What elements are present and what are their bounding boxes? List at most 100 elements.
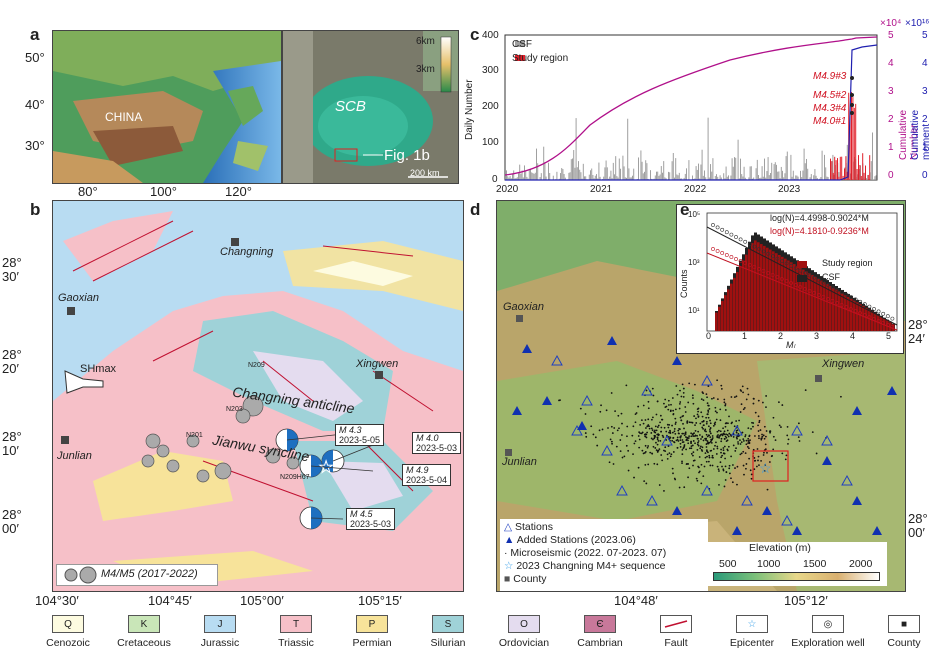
legend-item-cretaceous: K Cretaceous xyxy=(102,612,186,660)
microseismic-point xyxy=(726,434,729,436)
microseismic-point xyxy=(673,441,676,444)
microseismic-point xyxy=(747,440,750,442)
csf-bar xyxy=(821,150,823,180)
legend-swatch xyxy=(660,615,692,633)
microseismic-point xyxy=(707,404,710,407)
lat-tick-b: 28° 00′ xyxy=(2,507,22,536)
csf-bar xyxy=(873,179,875,180)
study-cum-point xyxy=(715,249,720,253)
microseismic-point xyxy=(684,411,687,413)
csf-bar xyxy=(700,164,702,180)
microseismic-point xyxy=(715,418,718,421)
microseismic-point xyxy=(692,440,695,442)
csf-bar xyxy=(650,170,651,180)
csf-bar xyxy=(749,166,751,180)
station-icon xyxy=(641,384,653,396)
microseismic-point xyxy=(709,464,712,467)
microseismic-point xyxy=(714,406,717,409)
csf-bar xyxy=(806,158,807,180)
microseismic-point xyxy=(705,446,708,448)
station-icon xyxy=(841,474,853,486)
microseismic-point xyxy=(690,432,693,435)
csf-cum-point xyxy=(775,256,780,261)
legend-label: Cambrian xyxy=(577,637,623,649)
study-bar xyxy=(869,155,871,180)
csf-cum-point xyxy=(798,268,803,273)
study-hist-bar xyxy=(850,298,853,331)
microseismic-point xyxy=(681,432,684,435)
csf-bar xyxy=(663,161,665,180)
csf-bar xyxy=(605,160,607,180)
csf-bar xyxy=(801,177,803,180)
microseismic-point xyxy=(712,424,715,427)
microseismic-point xyxy=(772,416,775,419)
panel-b-legend: M4/M5 (2017-2022) xyxy=(56,564,218,586)
lat-tick-a: 50° xyxy=(25,50,45,65)
microseismic-point xyxy=(674,421,677,424)
microseismic-point xyxy=(780,426,782,428)
microseismic-point xyxy=(663,449,665,452)
csf-bar xyxy=(623,166,625,180)
well-label: N203 xyxy=(226,406,243,413)
microseismic-point xyxy=(664,398,667,401)
microseismic-point xyxy=(695,422,698,424)
microseismic-point xyxy=(760,438,763,441)
csf-bar xyxy=(768,175,770,180)
microseismic-point xyxy=(693,432,695,435)
study-cum-point xyxy=(839,303,844,307)
microseismic-point xyxy=(650,427,653,430)
study-hist-bar xyxy=(877,315,880,331)
csf-bar xyxy=(720,177,722,180)
legend-item-county: ■ County xyxy=(862,612,945,660)
microseismic-point xyxy=(598,429,601,432)
microseismic-point xyxy=(651,416,654,419)
csf-bar xyxy=(528,170,530,180)
y-right-tick: 1 xyxy=(922,142,928,153)
microseismic-point xyxy=(748,434,751,437)
microseismic-point xyxy=(722,469,725,472)
microseismic-point xyxy=(644,464,647,466)
microseismic-point xyxy=(685,438,688,441)
microseismic-point xyxy=(700,398,703,401)
study-hist-bar xyxy=(763,245,766,331)
microseismic-point xyxy=(763,437,766,440)
y-left-tick: 400 xyxy=(482,30,499,41)
microseismic-point xyxy=(600,404,602,407)
microseismic-point xyxy=(753,457,756,459)
csf-cum-point xyxy=(876,309,881,314)
microseismic-point xyxy=(736,429,739,432)
legend-item-fault: Fault xyxy=(634,612,718,660)
csf-bar xyxy=(588,174,590,180)
microseismic-point xyxy=(707,460,710,463)
microseismic-point xyxy=(672,413,675,416)
csf-bar xyxy=(695,166,697,180)
csf-bar xyxy=(569,172,571,180)
csf-bar xyxy=(677,175,679,180)
csf-bar xyxy=(518,173,519,180)
added-station-icon xyxy=(512,406,522,415)
microseismic-point xyxy=(690,421,692,424)
csf-bar xyxy=(760,177,762,180)
microseismic-point xyxy=(725,440,728,443)
csf-bar xyxy=(622,155,624,180)
microseismic-point xyxy=(736,437,738,440)
study-bar xyxy=(834,156,836,180)
csf-bar xyxy=(735,157,737,180)
csf-bar xyxy=(568,172,570,180)
microseismic-point xyxy=(709,422,712,425)
csf-bar xyxy=(701,149,703,180)
csf-cum-point xyxy=(830,285,835,290)
legend-microseismic: · Microseismic (2022. 07-2023. 07) xyxy=(504,547,667,559)
microseismic-point xyxy=(730,435,733,437)
microseismic-point xyxy=(656,433,659,436)
study-hist-bar xyxy=(787,260,790,331)
csf-bar xyxy=(578,161,579,180)
csf-cum-point xyxy=(872,307,876,311)
microseismic-point xyxy=(645,389,648,392)
microseismic-point xyxy=(688,421,691,424)
microseismic-point xyxy=(717,468,720,471)
microseismic-point xyxy=(758,464,760,466)
study-hist-bar xyxy=(757,242,760,331)
town-junlian-d: Junlian xyxy=(502,456,537,468)
csf-bar xyxy=(563,174,565,180)
